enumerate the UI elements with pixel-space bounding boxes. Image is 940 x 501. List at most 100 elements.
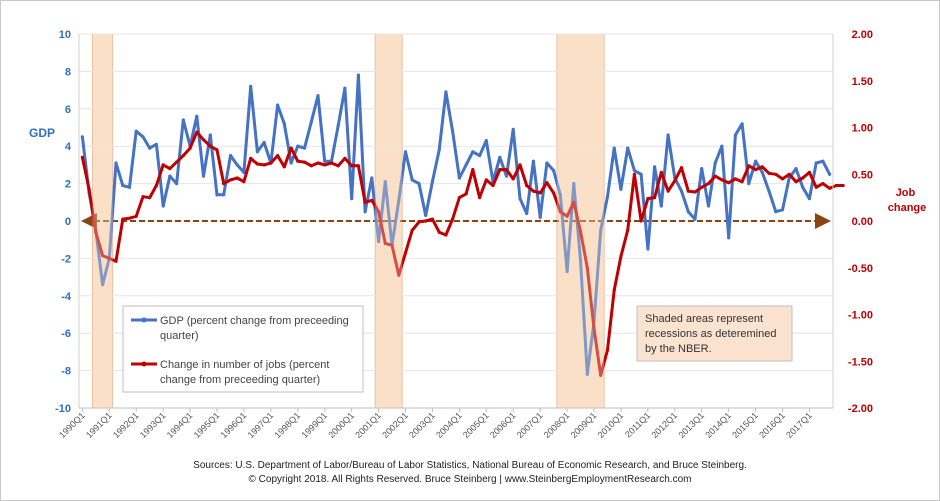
left-tick-label: 8 [65,66,71,78]
gdp-point [572,182,576,186]
jobs-point [168,167,172,171]
gdp-point [828,172,832,176]
gdp-point [545,161,549,165]
jobs-point [208,144,212,148]
jobs-point [235,176,239,180]
jobs-point [834,183,839,188]
jobs-point [242,180,246,184]
gdp-point [767,189,771,193]
gdp-point [727,236,731,240]
jobs-point [599,373,603,377]
jobs-point [457,196,461,200]
jobs-point [296,159,300,163]
gdp-point [127,185,132,189]
left-tick-label: 4 [65,141,72,153]
gdp-point [343,86,347,90]
gdp-point [484,139,488,143]
left-axis-title: GDP [29,126,55,140]
recession-overlay-2 [375,34,403,408]
recession-overlay-1 [92,34,113,408]
gdp-point [740,122,744,126]
right-tick-label: 1.50 [852,76,873,88]
jobs-point [444,233,448,237]
jobs-point [383,241,387,245]
gdp-point [733,133,738,137]
gdp-point [316,94,320,98]
jobs-point [558,210,562,214]
gdp-point [228,154,233,158]
left-tick-label: -6 [61,328,71,340]
jobs-point [309,164,313,168]
jobs-point [134,214,138,218]
left-tick-label: 6 [65,104,71,116]
jobs-point [161,163,165,167]
jobs-point [572,200,576,204]
gdp-point [666,133,670,137]
left-tick-label: -4 [61,291,72,303]
right-tick-label: -1.50 [848,356,873,368]
right-tick-label: -0.50 [848,263,873,275]
jobs-point [478,196,482,200]
jobs-point [154,183,158,188]
gdp-point [760,170,764,174]
gdp-point [807,197,812,201]
gdp-point [121,183,125,188]
jobs-point [754,168,758,172]
jobs-point [228,178,233,182]
legend-jobs-marker [141,361,147,367]
jobs-point [437,230,441,234]
gdp-point [794,167,798,171]
jobs-point [612,288,616,292]
gdp-point [525,211,529,216]
gdp-point [195,114,199,118]
jobs-point [356,164,360,168]
jobs-point [484,178,488,182]
gdp-point [181,118,185,122]
gdp-point [464,163,468,167]
jobs-point [276,154,280,158]
right-axis-title-line-2: change [888,202,927,214]
gdp-point [646,247,650,251]
gdp-point [363,210,367,214]
note-line-2: recessions as deteremined [645,328,776,340]
jobs-point [148,196,152,200]
gdp-point [679,189,684,193]
jobs-point [686,189,690,193]
gdp-point [430,180,434,184]
jobs-point [552,191,556,195]
jobs-point [181,154,185,158]
right-tick-label: -1.00 [848,310,873,322]
jobs-point [585,266,589,270]
jobs-point [215,148,219,152]
jobs-point [706,182,711,186]
jobs-point [498,168,502,172]
jobs-point [639,219,643,223]
jobs-point [107,256,111,260]
jobs-point [87,187,91,191]
gdp-point [410,178,414,182]
legend-gdp-marker [141,317,147,323]
jobs-point [403,251,408,255]
jobs-point [713,174,717,178]
note-line-1: Shaded areas represent [645,313,763,325]
gdp-point [309,120,313,124]
jobs-point [471,168,475,172]
jobs-point [841,183,845,188]
gdp-point [801,185,805,189]
jobs-point [733,177,738,181]
jobs-point [491,183,495,188]
jobs-point [343,156,347,160]
gdp-point [437,148,441,152]
jobs-point [632,172,637,176]
jobs-point [410,228,414,232]
jobs-point [740,180,744,184]
gdp-point [605,195,610,199]
recession-overlay-3 [556,34,605,408]
jobs-point [282,165,286,169]
gdp-point [417,182,421,186]
jobs-point [767,171,771,175]
gdp-point [80,135,84,139]
legend-jobs-label: Change in number of jobs (percent change… [160,359,332,386]
gdp-point [377,240,381,244]
gdp-point [619,187,623,191]
